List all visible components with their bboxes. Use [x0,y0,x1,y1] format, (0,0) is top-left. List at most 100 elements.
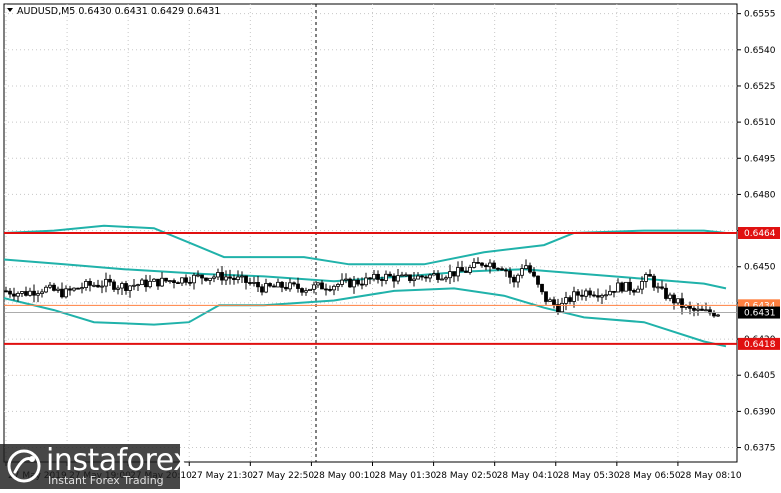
candle-body [552,299,556,305]
y-tick-label: 0.6450 [744,263,776,273]
candle-body [172,280,176,284]
level-price-label: 0.6464 [744,229,776,239]
candle-body [544,291,548,302]
level-price-box [738,337,780,350]
candle-body [620,282,624,292]
candle-body [632,290,636,293]
candle-body [688,305,692,309]
candle-body [272,285,276,288]
candle-body [656,286,660,289]
candle-body [36,293,40,296]
candle-body [412,278,416,281]
candle-body [220,272,224,281]
candle-body [464,270,468,273]
candle-body [360,283,364,286]
candle-body [72,287,76,291]
candle-body [96,284,100,288]
candle-body [456,267,460,277]
candle-body [8,290,12,295]
candle-body [140,279,144,286]
candle-body [432,273,436,276]
candle-body [52,284,56,291]
candle-body [716,314,720,317]
candle-body [492,262,496,269]
candle-body [292,282,296,285]
candle-body [28,290,32,296]
bollinger-upper-line [3,224,727,266]
candle-body [236,276,240,281]
candle-body [168,280,172,283]
candle-body [60,288,64,298]
candle-body [308,288,312,292]
candle-body [496,267,500,270]
x-tick-label: 27 May 22:50 [252,471,314,481]
candle-body [316,282,320,286]
candle-body [516,274,520,283]
level-price-label: 0.6418 [744,340,776,350]
candle-body [712,312,716,317]
candle-body [404,274,408,277]
candle-body [228,276,232,279]
candle-body [332,285,336,291]
candle-body [416,275,420,280]
candle-body [300,288,304,293]
candle-body [312,284,316,290]
candle-body [392,275,396,282]
candle-body [152,278,156,282]
candle-body [232,277,236,281]
candle-body [88,281,92,286]
candle-body [304,290,308,293]
candle-body [108,278,112,283]
y-tick-label: 0.6495 [744,154,776,164]
instaforex-logo-icon [7,449,41,483]
candle-body [280,281,284,288]
candle-body [148,280,152,288]
candle-body [248,282,252,284]
candle-body [700,308,704,311]
candle-body [264,283,268,293]
symbol-dropdown-icon [7,8,13,12]
candle-body [644,274,648,282]
candle-body [240,275,244,278]
candle-body [128,285,132,291]
logo-tagline: Instant Forex Trading [48,474,164,487]
candle-body [184,277,188,283]
y-tick-label: 0.6375 [744,444,776,454]
candle-body [548,299,552,302]
current-price-label: 0.6431 [744,309,776,319]
logo-name: instaforex [46,443,191,478]
bollinger-lower-line [3,287,727,348]
candle-body [100,285,104,288]
candle-body [12,293,16,297]
candle-body [564,297,568,304]
candle-body [424,276,428,279]
x-tick-label: 28 May 08:10 [680,471,742,481]
candle-body [124,283,128,291]
y-tick-label: 0.6390 [744,407,776,417]
candle-body [76,287,80,290]
x-tick-label: 28 May 02:50 [436,471,498,481]
candle-body [428,274,432,279]
candle-body [400,274,404,277]
y-tick-label: 0.6405 [744,371,776,381]
level-price-box [738,227,780,239]
candle-body [40,291,44,294]
candle-body [396,275,400,282]
candle-body [676,298,680,304]
bollinger-middle-line [3,258,727,290]
current-price-box [738,306,780,319]
candle-body [48,284,52,288]
candle-body [104,278,108,287]
x-tick-label: 28 May 01:30 [375,471,437,481]
candle-body [520,268,524,276]
y-tick-label: 0.6525 [744,82,776,92]
x-tick-label: 28 May 00:10 [313,471,375,481]
candle-body [376,273,380,280]
candle-body [188,281,192,284]
candle-body [340,279,344,285]
candle-body [200,274,204,279]
candle-body [704,309,708,312]
candle-body [556,304,560,313]
candle-body [116,287,120,290]
